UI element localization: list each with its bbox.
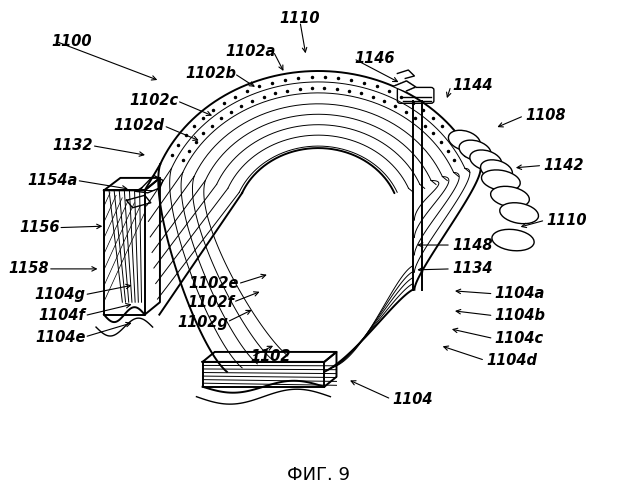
Text: 1102e: 1102e (188, 276, 239, 291)
Text: 1102a: 1102a (225, 44, 276, 59)
Ellipse shape (492, 230, 534, 251)
Ellipse shape (449, 130, 480, 151)
Text: 1102c: 1102c (129, 94, 178, 108)
Text: 1144: 1144 (452, 78, 493, 94)
Text: 1102b: 1102b (185, 66, 236, 81)
Text: 1102g: 1102g (177, 314, 228, 330)
Text: 1104g: 1104g (35, 287, 85, 302)
Ellipse shape (500, 202, 539, 224)
Text: 1156: 1156 (19, 220, 59, 235)
Ellipse shape (480, 160, 512, 180)
Ellipse shape (482, 170, 520, 191)
Text: 1108: 1108 (525, 108, 566, 123)
Text: 1102d: 1102d (114, 118, 165, 133)
Text: 1104f: 1104f (39, 308, 85, 323)
Text: 1142: 1142 (544, 158, 584, 173)
Text: 1104e: 1104e (36, 330, 85, 344)
Text: 1104c: 1104c (495, 331, 544, 346)
Text: 1104: 1104 (392, 392, 433, 406)
Text: 1104a: 1104a (495, 286, 545, 302)
Text: 1102: 1102 (250, 350, 291, 364)
Text: 1132: 1132 (52, 138, 93, 153)
Ellipse shape (470, 150, 502, 171)
Text: 1100: 1100 (52, 34, 92, 48)
Text: 1104b: 1104b (495, 308, 546, 323)
Text: 1104d: 1104d (486, 353, 537, 368)
Ellipse shape (459, 140, 491, 161)
Text: 1110: 1110 (547, 212, 587, 228)
Text: 1110: 1110 (280, 12, 320, 26)
Polygon shape (394, 81, 416, 91)
FancyBboxPatch shape (397, 88, 434, 104)
Text: 1154a: 1154a (27, 173, 78, 188)
Text: ФИГ. 9: ФИГ. 9 (286, 466, 349, 483)
Text: 1158: 1158 (9, 262, 49, 276)
Ellipse shape (490, 186, 529, 208)
Text: 1148: 1148 (452, 238, 493, 252)
Text: 1146: 1146 (355, 51, 395, 66)
Text: 1134: 1134 (452, 262, 493, 276)
Text: 1102f: 1102f (187, 294, 234, 310)
